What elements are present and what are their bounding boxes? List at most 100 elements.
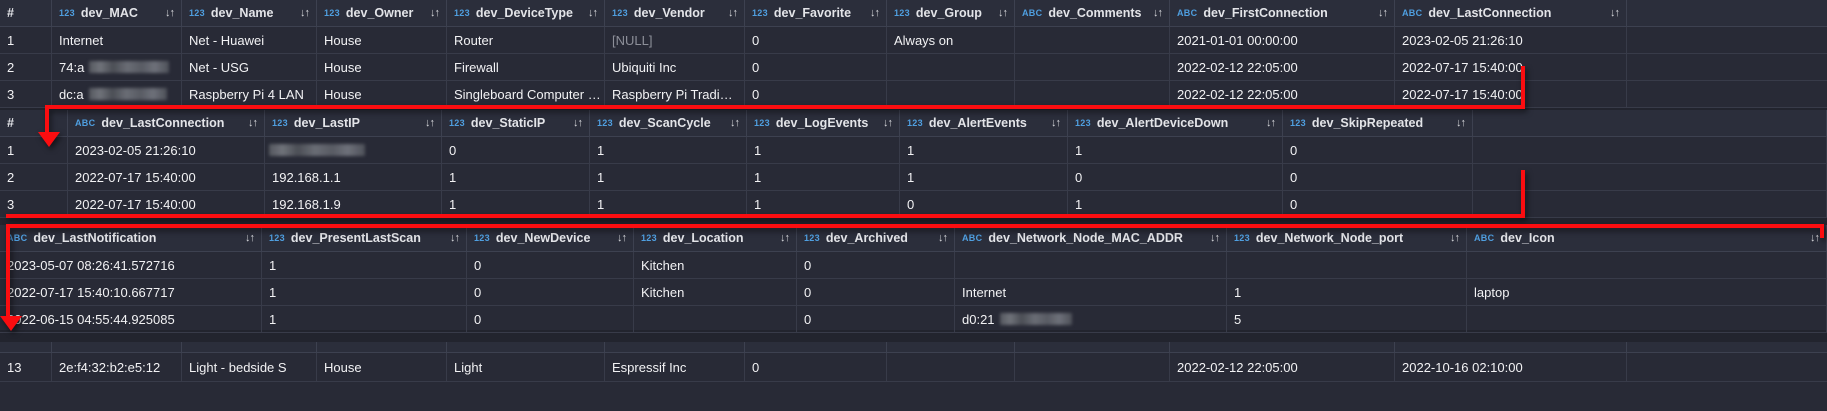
sort-icon[interactable]: ↓↑ [248,116,258,129]
table-cell[interactable]: 0 [900,191,1068,217]
table-cell[interactable]: House [317,54,447,80]
table-cell[interactable]: 2e:f4:32:b2:e5:12 [52,353,182,381]
table-cell[interactable]: 13 [0,353,52,381]
column-header-dev_skiprepeated[interactable]: 123 dev_SkipRepeated ↓↑ [1283,110,1473,136]
column-header-dev_lastconnection[interactable]: ABC dev_LastConnection ↓↑ [1395,0,1627,26]
table-cell[interactable]: 192.168.1.9 [265,191,442,217]
table-cell[interactable]: 2022-02-12 22:05:00 [1170,353,1395,381]
table-row[interactable]: 13 2e:f4:32:b2:e5:12 Light - bedside S Hous… [0,353,1827,382]
table-cell[interactable] [1473,164,1827,190]
table-cell[interactable]: dc:a [52,81,182,107]
table-cell[interactable]: House [317,353,447,381]
table-row[interactable]: 3 dc:a Raspberry Pi 4 LAN House Singleboard … [0,81,1827,108]
sort-icon[interactable]: ↓↑ [1456,116,1466,129]
table-cell[interactable]: Singleboard Computer … [447,81,605,107]
column-header-dev_group[interactable]: 123 dev_Group ↓↑ [887,0,1015,26]
table-cell[interactable]: 2023-02-05 21:26:10 [1395,27,1627,53]
table-cell[interactable] [1015,81,1170,107]
table-cell[interactable]: 1 [747,164,900,190]
table-cell[interactable]: 2022-02-12 22:05:00 [1170,81,1395,107]
column-header-dev_devicetype[interactable]: 123 dev_DeviceType ↓↑ [447,0,605,26]
table-cell[interactable]: 0 [745,27,887,53]
table-cell[interactable]: Light [447,353,605,381]
table-row[interactable]: 3 2022-07-17 15:40:00 192.168.1.9 1 1 1 0 1 0 [0,191,1827,218]
column-header-dev_archived[interactable]: 123 dev_Archived ↓↑ [797,225,955,251]
table-row[interactable]: 2022-07-17 15:40:10.667717 1 0 Kitchen 0 Inte… [0,279,1827,306]
table-cell[interactable]: [NULL] [605,27,745,53]
table-cell[interactable]: 2022-10-16 02:10:00 [1395,353,1627,381]
table-cell[interactable]: 2022-06-15 04:55:44.925085 [0,306,262,332]
table-cell[interactable]: 1 [590,137,747,163]
table-cell[interactable]: Internet [955,279,1227,305]
table-cell[interactable]: 1 [262,306,467,332]
table-cell[interactable]: 1 [262,252,467,278]
sort-icon[interactable]: ↓↑ [1450,231,1460,244]
sort-icon[interactable]: ↓↑ [450,231,460,244]
table-cell[interactable]: 192.168.1.1 [265,164,442,190]
table-cell[interactable]: 1 [747,137,900,163]
table-cell[interactable]: 1 [262,279,467,305]
column-header-dev_icon[interactable]: ABC dev_Icon ↓↑ [1467,225,1827,251]
column-header-dev_name[interactable]: 123 dev_Name ↓↑ [182,0,317,26]
sort-icon[interactable]: ↓↑ [728,6,738,19]
table-cell[interactable]: Kitchen [634,252,797,278]
table-cell[interactable]: 2021-01-01 00:00:00 [1170,27,1395,53]
table-cell[interactable]: Ubiquiti Inc [605,54,745,80]
table-cell[interactable] [1473,137,1827,163]
table-cell[interactable] [1473,191,1827,217]
table-cell[interactable]: Kitchen [634,279,797,305]
table-cell[interactable]: 1 [442,164,590,190]
column-header-#[interactable]: # [0,0,52,26]
column-header-dev_newdevice[interactable]: 123 dev_NewDevice ↓↑ [467,225,634,251]
column-header-dev_network_node_port[interactable]: 123 dev_Network_Node_port ↓↑ [1227,225,1467,251]
column-header-dev_firstconnection[interactable]: ABC dev_FirstConnection ↓↑ [1170,0,1395,26]
table-cell[interactable]: laptop [1467,279,1827,305]
table-cell[interactable]: 2022-07-17 15:40:00 [1395,54,1627,80]
column-header-dev_vendor[interactable]: 123 dev_Vendor ↓↑ [605,0,745,26]
column-header-dev_lastnotification[interactable]: ABC dev_LastNotification ↓↑ [0,225,262,251]
table-row[interactable]: 2022-06-15 04:55:44.925085 1 0 0 d0:21 5 [0,306,1827,333]
table-cell[interactable]: d0:21 [955,306,1227,332]
table-cell[interactable]: 1 [0,27,52,53]
table-cell[interactable]: 0 [745,54,887,80]
sort-icon[interactable]: ↓↑ [1051,116,1061,129]
table-cell[interactable]: House [317,81,447,107]
table-cell[interactable]: Net - Huawei [182,27,317,53]
table-cell[interactable]: 1 [0,137,68,163]
sort-icon[interactable]: ↓↑ [1378,6,1388,19]
table-cell[interactable] [955,252,1227,278]
sort-icon[interactable]: ↓↑ [573,116,583,129]
table-row[interactable]: 2 2022-07-17 15:40:00 192.168.1.1 1 1 1 1 0 0 [0,164,1827,191]
table-cell[interactable] [887,353,1015,381]
table-cell[interactable]: 0 [745,81,887,107]
table-cell[interactable]: 1 [1068,137,1283,163]
sort-icon[interactable]: ↓↑ [870,6,880,19]
table-cell[interactable]: 0 [442,137,590,163]
sort-icon[interactable]: ↓↑ [1810,231,1820,244]
sort-icon[interactable]: ↓↑ [1266,116,1276,129]
table-cell[interactable]: House [317,27,447,53]
table-cell[interactable]: Router [447,27,605,53]
table-cell[interactable] [887,81,1015,107]
table-row[interactable]: 2023-05-07 08:26:41.572716 1 0 Kitchen 0 [0,252,1827,279]
sort-icon[interactable]: ↓↑ [588,6,598,19]
sort-icon[interactable]: ↓↑ [883,116,893,129]
sort-icon[interactable]: ↓↑ [1153,6,1163,19]
table-cell[interactable]: 1 [590,164,747,190]
table-cell[interactable] [1467,252,1827,278]
table-cell[interactable]: Light - bedside S [182,353,317,381]
table-cell[interactable] [1227,252,1467,278]
column-header-dev_alertdevicedown[interactable]: 123 dev_AlertDeviceDown ↓↑ [1068,110,1283,136]
table-cell[interactable]: 0 [1283,191,1473,217]
sort-icon[interactable]: ↓↑ [938,231,948,244]
column-header-dev_lastconnection[interactable]: ABC dev_LastConnection ↓↑ [68,110,265,136]
sort-icon[interactable]: ↓↑ [617,231,627,244]
column-header-dev_scancycle[interactable]: 123 dev_ScanCycle ↓↑ [590,110,747,136]
column-header-dev_staticip[interactable]: 123 dev_StaticIP ↓↑ [442,110,590,136]
table-cell[interactable]: 2022-07-17 15:40:10.667717 [0,279,262,305]
table-cell[interactable]: 2023-05-07 08:26:41.572716 [0,252,262,278]
sort-icon[interactable]: ↓↑ [425,116,435,129]
table-cell[interactable] [1015,54,1170,80]
table-cell[interactable]: 74:a [52,54,182,80]
table-cell[interactable]: 5 [1227,306,1467,332]
